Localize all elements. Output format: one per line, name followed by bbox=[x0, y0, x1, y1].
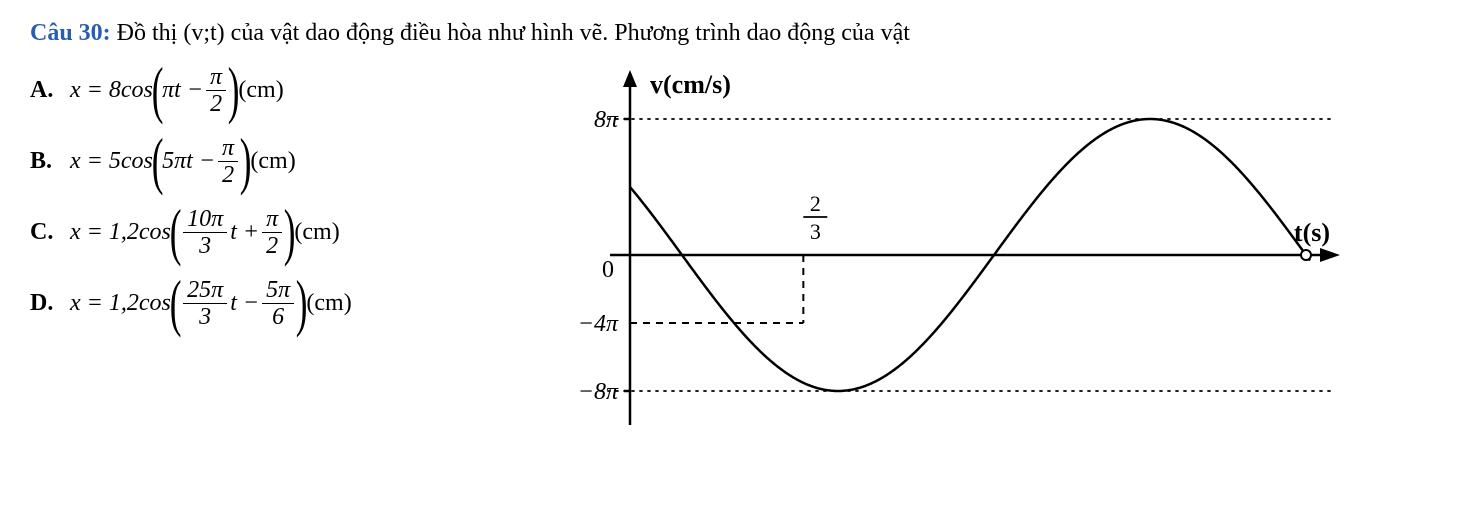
frac-den: 2 bbox=[262, 233, 282, 258]
rparen-icon: ) bbox=[228, 71, 240, 109]
svg-text:3: 3 bbox=[810, 219, 821, 244]
answer-b: B. x = 5cos ( 5πt − π 2 ) (cm) bbox=[30, 136, 470, 187]
answer-a-formula: x = 8cos ( πt − π 2 ) (cm) bbox=[70, 65, 284, 116]
svg-text:t(s): t(s) bbox=[1294, 218, 1330, 247]
lparen-icon: ( bbox=[152, 71, 164, 109]
answer-a-frac: π 2 bbox=[206, 65, 226, 116]
answer-d-frac1: 25π 3 bbox=[183, 278, 227, 329]
svg-text:0: 0 bbox=[602, 257, 614, 283]
answer-d-lhs: x = 1,2cos bbox=[70, 290, 171, 317]
lparen-icon: ( bbox=[170, 284, 182, 322]
question-text: Đồ thị (v;t) của vật dao động điều hòa n… bbox=[111, 20, 910, 46]
question-header: Câu 30: Đồ thị (v;t) của vật dao động đi… bbox=[30, 20, 1431, 47]
frac-num: π bbox=[218, 136, 238, 162]
frac-num: π bbox=[206, 65, 226, 91]
answer-c-unit: (cm) bbox=[294, 219, 339, 246]
answer-c-frac1: 10π 3 bbox=[183, 207, 227, 258]
answer-b-formula: x = 5cos ( 5πt − π 2 ) (cm) bbox=[70, 136, 296, 187]
answer-b-pre: 5πt − bbox=[162, 148, 215, 175]
frac-den: 2 bbox=[206, 91, 226, 116]
svg-text:2: 2 bbox=[810, 191, 821, 216]
answer-b-label: B. bbox=[30, 148, 58, 175]
answer-d-label: D. bbox=[30, 290, 58, 317]
answer-a-pre: πt − bbox=[162, 77, 203, 104]
answer-c-mid: t + bbox=[230, 219, 259, 246]
frac-den: 6 bbox=[268, 304, 288, 329]
velocity-time-chart: 8π −4π −8π 0 2 3 v(cm/s) t(s) bbox=[530, 65, 1350, 445]
question-number: Câu 30: bbox=[30, 20, 111, 46]
answer-d-unit: (cm) bbox=[306, 290, 351, 317]
answer-list: A. x = 8cos ( πt − π 2 ) (cm) B. x = 5co… bbox=[30, 65, 470, 329]
rparen-icon: ) bbox=[240, 142, 252, 180]
chart-container: 8π −4π −8π 0 2 3 v(cm/s) t(s) bbox=[530, 65, 1431, 445]
frac-num: 10π bbox=[183, 207, 227, 233]
rparen-icon: ) bbox=[284, 213, 296, 251]
frac-den: 2 bbox=[218, 162, 238, 187]
svg-text:v(cm/s): v(cm/s) bbox=[650, 70, 731, 99]
answer-b-lhs: x = 5cos bbox=[70, 148, 153, 175]
frac-num: π bbox=[262, 207, 282, 233]
answer-c: C. x = 1,2cos ( 10π 3 t + π 2 ) (cm) bbox=[30, 207, 470, 258]
answer-a-unit: (cm) bbox=[238, 77, 283, 104]
answer-c-lhs: x = 1,2cos bbox=[70, 219, 171, 246]
frac-den: 3 bbox=[195, 304, 215, 329]
answer-a: A. x = 8cos ( πt − π 2 ) (cm) bbox=[30, 65, 470, 116]
answer-c-label: C. bbox=[30, 219, 58, 246]
frac-den: 3 bbox=[195, 233, 215, 258]
content-row: A. x = 8cos ( πt − π 2 ) (cm) B. x = 5co… bbox=[30, 65, 1431, 445]
answer-c-formula: x = 1,2cos ( 10π 3 t + π 2 ) (cm) bbox=[70, 207, 340, 258]
answer-b-frac: π 2 bbox=[218, 136, 238, 187]
answer-c-frac2: π 2 bbox=[262, 207, 282, 258]
lparen-icon: ( bbox=[170, 213, 182, 251]
answer-d: D. x = 1,2cos ( 25π 3 t − 5π 6 ) (cm) bbox=[30, 278, 470, 329]
answer-d-mid: t − bbox=[230, 290, 259, 317]
frac-num: 5π bbox=[262, 278, 294, 304]
svg-text:8π: 8π bbox=[594, 107, 619, 133]
answer-b-unit: (cm) bbox=[250, 148, 295, 175]
svg-text:−4π: −4π bbox=[578, 311, 619, 337]
answer-d-formula: x = 1,2cos ( 25π 3 t − 5π 6 ) (cm) bbox=[70, 278, 352, 329]
answer-a-lhs: x = 8cos bbox=[70, 77, 153, 104]
svg-text:−8π: −8π bbox=[578, 379, 619, 405]
answer-d-frac2: 5π 6 bbox=[262, 278, 294, 329]
rparen-icon: ) bbox=[296, 284, 308, 322]
answer-a-label: A. bbox=[30, 77, 58, 104]
lparen-icon: ( bbox=[152, 142, 164, 180]
frac-num: 25π bbox=[183, 278, 227, 304]
